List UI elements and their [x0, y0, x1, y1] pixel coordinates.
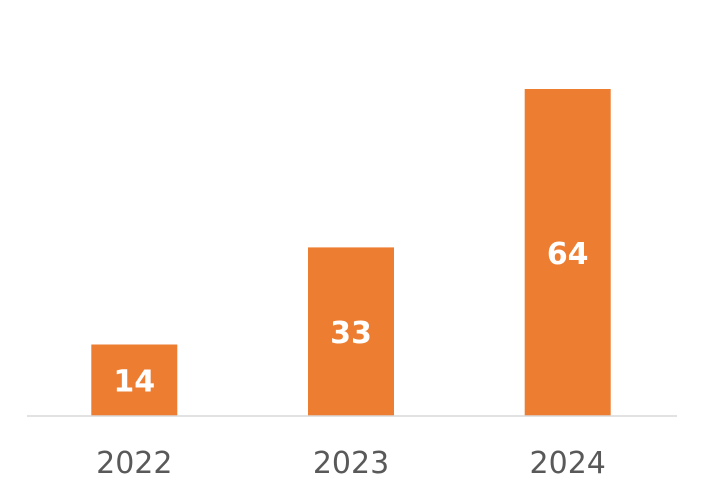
x-tick-label-2024: 2024	[530, 446, 606, 481]
x-tick-label-2022: 2022	[96, 446, 172, 481]
bar-2024	[524, 89, 611, 416]
data-label-2024: 64	[547, 237, 589, 272]
data-label-2022: 14	[113, 365, 155, 400]
bar-2022	[91, 344, 178, 416]
bars-group: 14 33 64	[91, 89, 611, 416]
x-tick-label-2023: 2023	[313, 446, 389, 481]
data-label-2023: 33	[330, 316, 372, 351]
bar-2023	[308, 247, 394, 416]
x-axis-ticks: 2022 2023 2024	[96, 446, 606, 481]
